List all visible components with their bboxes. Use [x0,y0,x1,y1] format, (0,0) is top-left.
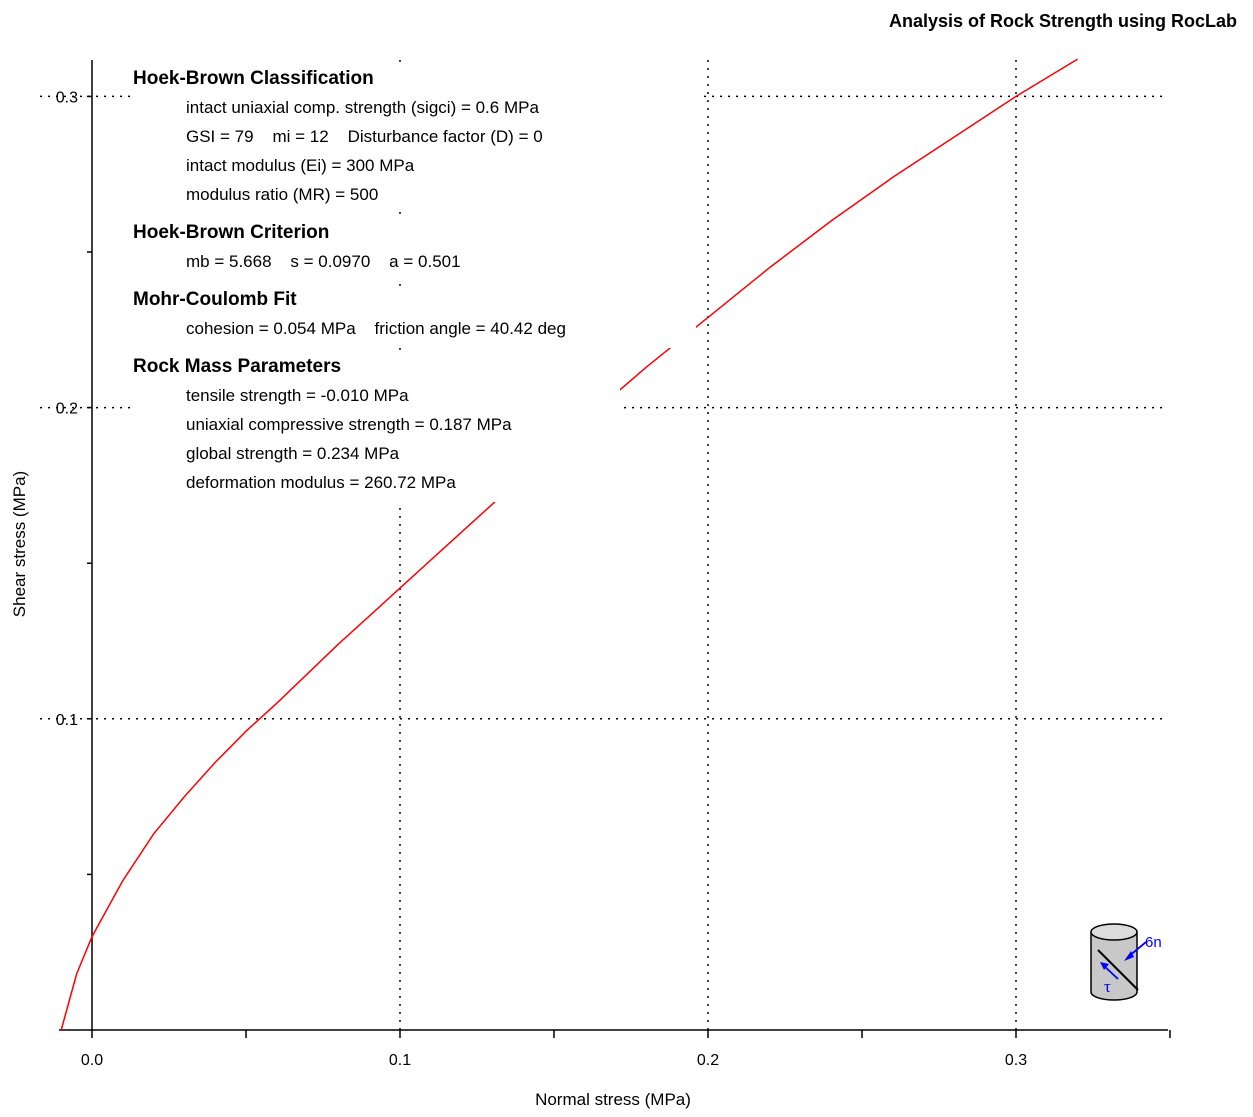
annotation-backdrop [130,218,700,280]
rock-sample-stress-icon: 6n τ [1090,923,1162,1001]
annotation-line: cohesion = 0.054 MPa friction angle = 40… [186,319,566,338]
annotation-line: GSI = 79 mi = 12 Disturbance factor (D) … [186,127,543,146]
annotation-backdrop [130,62,700,212]
series-line [60,58,1078,1031]
chart-title: Analysis of Rock Strength using RocLab [889,11,1237,31]
annotation-heading: Rock Mass Parameters [133,356,341,377]
annotation-backdrop [130,352,620,502]
annotation-line: mb = 5.668 s = 0.0970 a = 0.501 [186,252,461,271]
tick-labels: 0.0 0.1 0.2 0.3 0.1 0.2 0.3 [56,89,1027,1069]
annotation-line: modulus ratio (MR) = 500 [186,185,378,204]
annotation-line: global strength = 0.234 MPa [186,444,400,463]
x-tick-label: 0.1 [389,1052,411,1069]
x-tick-label: 0.0 [81,1052,103,1069]
shear-stress-symbol: τ [1104,977,1111,996]
x-tick-label: 0.2 [697,1052,719,1069]
annotation-heading: Hoek-Brown Criterion [133,222,329,243]
annotation-line: uniaxial compressive strength = 0.187 MP… [186,415,512,434]
series [60,58,1078,1031]
y-tick-label: 0.3 [56,89,78,106]
annotation-backdrop [130,286,696,348]
annotation-line: tensile strength = -0.010 MPa [186,386,409,405]
x-tick-label: 0.3 [1005,1052,1027,1069]
x-axis-label: Normal stress (MPa) [535,1090,691,1109]
y-axis-label: Shear stress (MPa) [10,471,29,617]
tick-marks [87,95,1171,1038]
annotation-block: Hoek-Brown Classification intact uniaxial… [130,62,700,502]
annotation-line: deformation modulus = 260.72 MPa [186,473,456,492]
y-tick-label: 0.2 [56,401,78,418]
annotation-line: intact uniaxial comp. strength (sigci) =… [186,98,539,117]
annotation-heading: Mohr-Coulomb Fit [133,289,297,310]
y-tick-label: 0.1 [56,712,78,729]
annotation-line: intact modulus (Ei) = 300 MPa [186,156,415,175]
annotation-heading: Hoek-Brown Classification [133,68,374,89]
axes [59,60,1168,1031]
normal-stress-symbol: 6n [1145,934,1162,951]
